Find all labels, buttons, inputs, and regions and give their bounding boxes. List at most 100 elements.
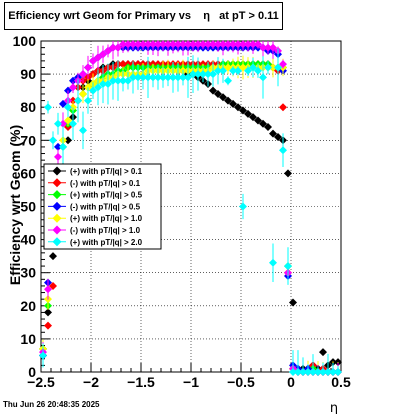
x-tick-label: −1.5 [127, 374, 155, 390]
series-group [39, 48, 342, 376]
chart-title: Efficiency wrt Geom for Primary vs η at … [8, 10, 279, 22]
data-point [184, 73, 192, 82]
data-point [139, 73, 147, 82]
data-point [274, 63, 282, 72]
legend-entry: (+) with pT/|q| > 1.0 [70, 214, 143, 223]
data-point [224, 96, 232, 105]
legend: (+) with pT/|q| > 0.1 (-) with pT/|q| > 0… [43, 163, 162, 250]
x-tick-label: −1 [183, 374, 199, 390]
x-tick-label: 0.5 [331, 374, 351, 390]
data-point [244, 40, 252, 49]
data-point [259, 73, 267, 82]
data-point [84, 96, 92, 105]
data-point [224, 76, 232, 85]
data-point [214, 66, 222, 75]
data-point [329, 368, 337, 376]
y-tick-label: 70 [20, 132, 36, 148]
data-point [189, 70, 197, 79]
data-point [89, 56, 97, 65]
data-point [49, 281, 57, 290]
data-point [219, 93, 227, 102]
data-point [239, 202, 247, 211]
data-point [124, 40, 132, 49]
data-point [169, 40, 177, 49]
y-tick-label: 30 [20, 265, 36, 281]
data-point [114, 43, 122, 52]
data-point [214, 89, 222, 98]
data-point [239, 106, 247, 115]
y-tick-label: 60 [20, 165, 36, 181]
x-tick-label: 0 [287, 374, 295, 390]
data-point [149, 40, 157, 49]
data-point [124, 76, 132, 85]
x-tick-label: −2 [83, 374, 99, 390]
data-point [144, 73, 152, 82]
data-point [264, 123, 272, 132]
data-point [209, 70, 217, 79]
y-tick-label: 50 [20, 199, 36, 215]
data-point [199, 40, 207, 49]
data-point [64, 116, 72, 125]
data-point [219, 40, 227, 49]
data-point [44, 308, 52, 317]
data-point [139, 40, 147, 49]
data-point [164, 40, 172, 49]
x-tick-label: −2.5 [27, 374, 55, 390]
data-point [154, 40, 162, 49]
data-point [44, 321, 52, 330]
data-point [84, 63, 92, 72]
data-point [109, 76, 117, 85]
data-point [159, 40, 167, 49]
data-point [289, 298, 297, 307]
data-point [94, 53, 102, 62]
data-point [264, 43, 272, 52]
data-point [129, 73, 137, 82]
data-point [54, 142, 62, 151]
y-tick-label: 100 [13, 33, 37, 49]
data-point [104, 80, 112, 89]
y-tick-label: 10 [20, 331, 36, 347]
data-point [234, 103, 242, 112]
y-tick-label: 0 [28, 364, 36, 380]
data-point [319, 368, 327, 376]
legend-marker [52, 213, 62, 223]
data-point [69, 96, 77, 105]
data-point [54, 119, 62, 128]
data-point [54, 152, 62, 161]
data-point [169, 73, 177, 82]
data-point [119, 76, 127, 85]
data-point [244, 109, 252, 118]
legend-entry: (-) with pT/|q| > 0.5 [70, 202, 141, 211]
data-point [219, 66, 227, 75]
data-point [109, 43, 117, 52]
y-axis-label: Efficiency wrt Geom (%) [7, 125, 23, 285]
data-point [114, 76, 122, 85]
legend-marker [52, 178, 62, 188]
data-point [269, 258, 277, 267]
data-point [179, 40, 187, 49]
data-point [39, 351, 47, 360]
legend-marker [52, 190, 62, 200]
data-point [44, 103, 52, 112]
data-point [174, 40, 182, 49]
legend-marker [52, 166, 62, 176]
data-point [79, 126, 87, 135]
data-point [214, 40, 222, 49]
data-point [99, 80, 107, 89]
data-point [309, 368, 317, 376]
data-point [159, 73, 167, 82]
data-point [79, 70, 87, 79]
data-point [194, 70, 202, 79]
data-point [59, 99, 67, 108]
legend-entry: (-) with pT/|q| > 0.1 [70, 179, 141, 188]
data-point [209, 40, 217, 49]
data-point [129, 40, 137, 49]
legend-entry: (-) with pT/|q| > 1.0 [70, 226, 141, 235]
data-point [179, 73, 187, 82]
data-point [49, 252, 57, 261]
data-point [69, 119, 77, 128]
data-point [174, 73, 182, 82]
data-point [69, 83, 77, 92]
data-point [84, 83, 92, 92]
data-point [274, 132, 282, 141]
